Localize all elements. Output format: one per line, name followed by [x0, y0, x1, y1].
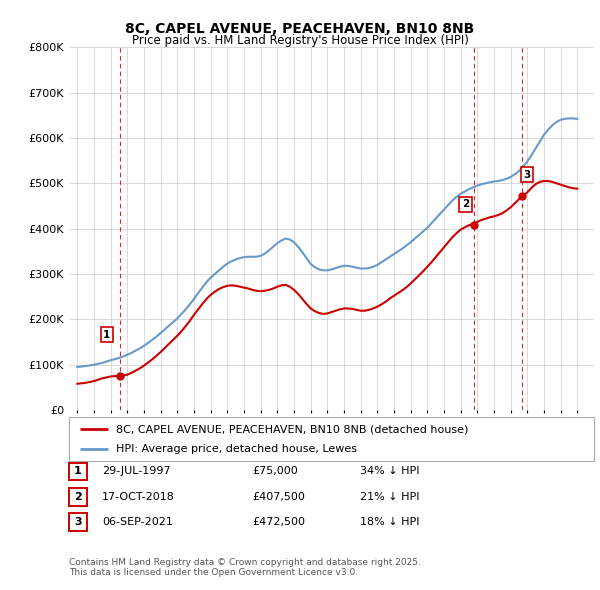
- Text: Contains HM Land Registry data © Crown copyright and database right 2025.
This d: Contains HM Land Registry data © Crown c…: [69, 558, 421, 577]
- Text: 34% ↓ HPI: 34% ↓ HPI: [360, 467, 419, 476]
- Text: 18% ↓ HPI: 18% ↓ HPI: [360, 517, 419, 527]
- Text: 2: 2: [74, 492, 82, 502]
- Text: Price paid vs. HM Land Registry's House Price Index (HPI): Price paid vs. HM Land Registry's House …: [131, 34, 469, 47]
- Text: 8C, CAPEL AVENUE, PEACEHAVEN, BN10 8NB: 8C, CAPEL AVENUE, PEACEHAVEN, BN10 8NB: [125, 22, 475, 36]
- Text: 3: 3: [74, 517, 82, 527]
- Text: 3: 3: [523, 170, 530, 180]
- Text: 06-SEP-2021: 06-SEP-2021: [102, 517, 173, 527]
- Text: 17-OCT-2018: 17-OCT-2018: [102, 492, 175, 502]
- Text: £75,000: £75,000: [252, 467, 298, 476]
- Text: 21% ↓ HPI: 21% ↓ HPI: [360, 492, 419, 502]
- Text: 8C, CAPEL AVENUE, PEACEHAVEN, BN10 8NB (detached house): 8C, CAPEL AVENUE, PEACEHAVEN, BN10 8NB (…: [116, 424, 469, 434]
- Text: HPI: Average price, detached house, Lewes: HPI: Average price, detached house, Lewe…: [116, 444, 357, 454]
- Text: 2: 2: [462, 199, 469, 209]
- Text: 29-JUL-1997: 29-JUL-1997: [102, 467, 170, 476]
- Text: £407,500: £407,500: [252, 492, 305, 502]
- Text: £472,500: £472,500: [252, 517, 305, 527]
- Text: 1: 1: [103, 330, 110, 340]
- Text: 1: 1: [74, 467, 82, 476]
